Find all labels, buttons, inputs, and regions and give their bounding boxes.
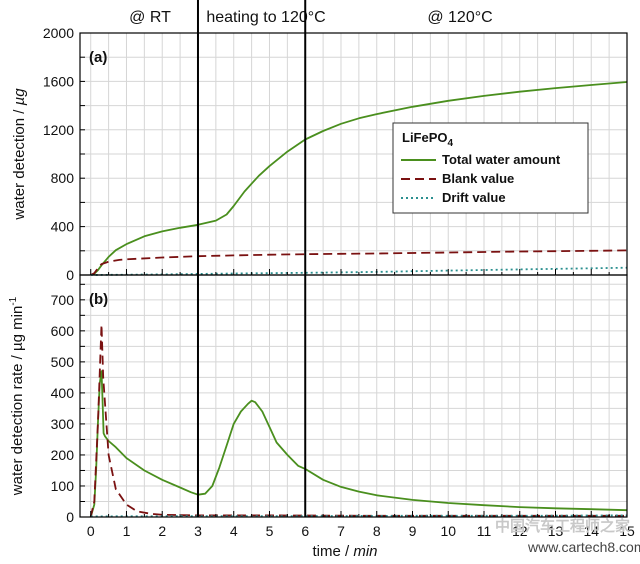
x-tick-label: 1 [123, 523, 131, 539]
x-tick-label: 8 [373, 523, 381, 539]
panel-a: 0 400 800 1200 1600 2000 (a) water detection … [11, 25, 628, 283]
panel-a-ytick-label: 2000 [43, 25, 74, 41]
panel-a-ytick-label: 1200 [43, 122, 74, 138]
panel-b-ytick-label: 0 [66, 509, 74, 525]
x-axis-label: time / min [312, 543, 377, 560]
panel-b-ytick-label: 200 [51, 447, 75, 463]
panel-b-grid [80, 275, 628, 518]
panel-b-ticks: 0 100 200 300 400 500 600 700 [51, 283, 628, 525]
phase-label-rt: @ RT [129, 9, 171, 26]
panel-a-ytick-label: 0 [66, 267, 74, 283]
x-tick-label: 2 [158, 523, 166, 539]
legend-label-total: Total water amount [442, 152, 561, 167]
phase-label-heating: heating to 120°C [206, 9, 325, 26]
panel-b-tag: (b) [89, 291, 108, 308]
legend-box [392, 122, 589, 214]
panel-b-ytick-label: 700 [51, 292, 75, 308]
panel-a-ticks: 0 400 800 1200 1600 2000 [43, 25, 628, 283]
panel-a-series-solid [90, 81, 628, 276]
panel-b-ytick-label: 400 [51, 385, 75, 401]
phase-label-hold: @ 120°C [427, 9, 492, 26]
phase-boundaries [196, 0, 307, 517]
x-tick-label: 10 [440, 523, 456, 539]
panel-b-ytick-label: 600 [51, 323, 75, 339]
x-tick-labels: 0 1 2 3 4 5 6 7 8 9 10 11 12 13 14 15 [87, 523, 635, 539]
panel-b-ylabel: water detection rate / µg min-1 [8, 296, 26, 496]
watermark-url: www.cartech8.com [527, 539, 640, 555]
x-tick-label: 4 [230, 523, 238, 539]
x-tick-label: 3 [194, 523, 202, 539]
x-tick-label: 6 [301, 523, 309, 539]
panel-b: 0 100 200 300 400 500 600 700 (b) water detecti… [8, 274, 628, 525]
x-tick-label: 11 [477, 523, 492, 539]
panel-a-series-dashed [90, 249, 628, 276]
x-tick-label: 7 [337, 523, 345, 539]
panel-b-series-solid [89, 370, 628, 518]
panel-a-tag: (a) [89, 49, 107, 66]
panel-b-ytick-label: 100 [51, 478, 75, 494]
x-tick-label: 5 [266, 523, 274, 539]
x-tick-label: 14 [583, 523, 599, 539]
panel-a-ylabel: water detection / µg [11, 88, 28, 221]
x-tick-label: 13 [548, 523, 564, 539]
panel-b-frame [79, 274, 628, 518]
panel-b-ytick-label: 300 [51, 416, 75, 432]
x-tick-label: 12 [512, 523, 528, 539]
watermark-cn: 中国汽车工程师之家 [495, 517, 630, 535]
legend-label-blank: Blank value [442, 171, 514, 186]
legend-label-drift: Drift value [442, 190, 506, 205]
panel-a-ytick-label: 400 [51, 219, 75, 235]
x-tick-label: 15 [619, 523, 635, 539]
panel-a-ytick-label: 1600 [43, 73, 74, 89]
panel-a-ytick-label: 800 [51, 170, 75, 186]
legend-title: LiFePO4 [402, 130, 454, 149]
x-tick-label: 0 [87, 523, 95, 539]
x-tick-label: 9 [409, 523, 417, 539]
panel-b-ytick-label: 500 [51, 354, 75, 370]
chart-legend: LiFePO4 Total water amount Blank value D… [392, 122, 589, 214]
